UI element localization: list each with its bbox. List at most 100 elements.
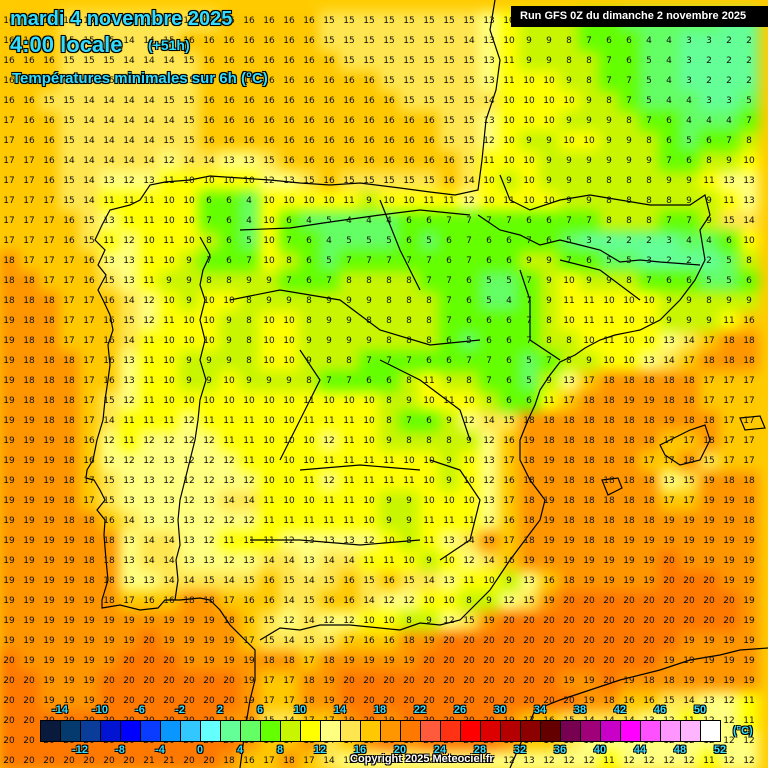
legend-swatch (81, 721, 101, 741)
grid-value: 14 (363, 596, 375, 606)
grid-value: 12 (503, 596, 515, 606)
lead-time: (+51h) (148, 37, 190, 53)
grid-value: 12 (483, 516, 495, 526)
grid-value: 12 (183, 456, 195, 466)
grid-value: 12 (243, 516, 255, 526)
grid-value: 20 (163, 656, 175, 666)
grid-value: 15 (303, 596, 315, 606)
grid-value: 18 (643, 376, 655, 386)
grid-value: 14 (483, 416, 495, 426)
grid-value: 6 (206, 196, 212, 206)
grid-value: 20 (563, 656, 575, 666)
grid-value: 20 (203, 676, 215, 686)
grid-value: 14 (163, 16, 175, 26)
grid-value: 7 (606, 76, 612, 86)
grid-value: 9 (546, 36, 552, 46)
grid-value: 10 (523, 156, 535, 166)
grid-value: 16 (243, 56, 255, 66)
grid-value: 15 (423, 96, 435, 106)
grid-value: 14 (83, 156, 95, 166)
grid-value: 12 (323, 436, 335, 446)
grid-value: 14 (223, 496, 235, 506)
grid-value: 10 (283, 336, 295, 346)
grid-value: 7 (686, 216, 692, 226)
grid-value: 9 (546, 136, 552, 146)
grid-value: 13 (103, 216, 115, 226)
grid-value: 9 (166, 276, 172, 286)
grid-value: 12 (723, 736, 735, 746)
grid-value: 16 (423, 136, 435, 146)
grid-value: 11 (143, 336, 155, 346)
legend-swatch (601, 721, 621, 741)
grid-value: 10 (183, 336, 195, 346)
grid-value: 10 (303, 196, 315, 206)
grid-value: 8 (606, 196, 612, 206)
grid-value: 19 (43, 616, 55, 626)
grid-value: 18 (63, 456, 75, 466)
grid-value: 5 (386, 236, 392, 246)
grid-value: 13 (243, 556, 255, 566)
grid-value: 19 (43, 516, 55, 526)
grid-value: 18 (603, 476, 615, 486)
grid-value: 19 (523, 436, 535, 446)
grid-value: 13 (723, 176, 735, 186)
grid-value: 9 (566, 156, 572, 166)
grid-value: 11 (203, 416, 215, 426)
grid-value: 8 (246, 336, 252, 346)
grid-value: 7 (206, 216, 212, 226)
grid-value: 14 (123, 36, 135, 46)
grid-value: 12 (743, 756, 755, 766)
grid-value: 12 (243, 476, 255, 486)
grid-value: 4 (246, 196, 252, 206)
grid-value: 9 (246, 276, 252, 286)
grid-value: 18 (563, 416, 575, 426)
grid-value: 17 (83, 496, 95, 506)
grid-value: 15 (383, 76, 395, 86)
grid-value: 11 (143, 376, 155, 386)
grid-value: 19 (3, 416, 15, 426)
grid-value: 7 (286, 276, 292, 286)
grid-value: 18 (3, 296, 15, 306)
grid-value: 11 (503, 196, 515, 206)
grid-value: 13 (343, 536, 355, 546)
grid-value: 19 (23, 636, 35, 646)
grid-value: 6 (606, 36, 612, 46)
grid-value: 18 (603, 376, 615, 386)
grid-value: 19 (623, 536, 635, 546)
grid-value: 16 (343, 96, 355, 106)
grid-value: 8 (666, 196, 672, 206)
grid-value: 14 (463, 536, 475, 546)
grid-value: 18 (743, 476, 755, 486)
grid-value: 11 (603, 316, 615, 326)
grid-value: 20 (23, 756, 35, 766)
grid-value: 16 (223, 116, 235, 126)
grid-value: 11 (363, 476, 375, 486)
grid-value: 17 (583, 376, 595, 386)
grid-value: 15 (163, 136, 175, 146)
grid-value: 8 (646, 216, 652, 226)
grid-value: 16 (223, 16, 235, 26)
grid-value: 14 (123, 116, 135, 126)
grid-value: 11 (303, 416, 315, 426)
grid-value: 16 (743, 316, 755, 326)
grid-value: 7 (626, 96, 632, 106)
grid-value: 14 (143, 536, 155, 546)
grid-value: 14 (483, 96, 495, 106)
grid-value: 6 (746, 276, 752, 286)
grid-value: 7 (446, 216, 452, 226)
grid-value: 11 (243, 536, 255, 546)
grid-value: 15 (323, 36, 335, 46)
coastline-iberia-east (259, 174, 711, 641)
grid-value: 4 (326, 236, 332, 246)
grid-value: 7 (486, 356, 492, 366)
grid-value: 10 (403, 456, 415, 466)
grid-value: 14 (143, 156, 155, 166)
grid-value: 6 (506, 356, 512, 366)
grid-value: 15 (423, 76, 435, 86)
grid-value: 18 (603, 416, 615, 426)
grid-value: 19 (623, 676, 635, 686)
grid-value: 5 (646, 56, 652, 66)
grid-value: 2 (666, 256, 672, 266)
grid-value: 18 (623, 436, 635, 446)
grid-value: 10 (163, 296, 175, 306)
